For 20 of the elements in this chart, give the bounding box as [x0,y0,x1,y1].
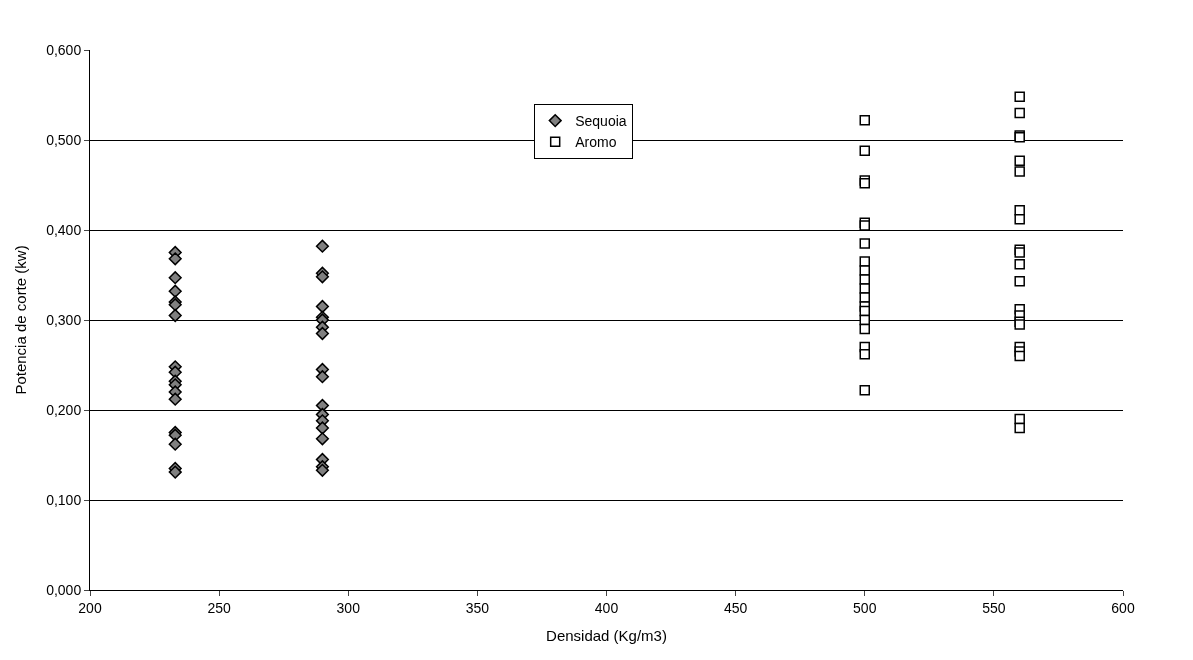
y-tick-label: 0,500 [46,131,82,148]
y-tick-label: 0,100 [46,491,82,508]
x-axis-title: Densidad (Kg/m3) [546,626,667,644]
x-tick-label: 200 [78,599,102,616]
y-tick-label: 0,400 [46,221,82,238]
x-tick-label: 300 [336,599,361,616]
x-tick-label: 600 [1111,599,1135,616]
y-tick-label: 0,200 [46,401,82,418]
y-axis-title: Potencia de corte (kw) [12,245,30,395]
legend-label: Aromo [575,134,617,151]
x-tick-label: 400 [594,599,619,616]
x-tick-label: 450 [723,599,748,616]
y-tick-label: 0,600 [46,41,82,58]
x-tick-label: 500 [853,599,877,616]
y-tick-label: 0,000 [46,581,82,598]
x-tick-label: 350 [465,599,490,616]
x-tick-label: 550 [982,599,1006,616]
x-tick-label: 250 [207,599,232,616]
legend-label: Sequoia [575,113,627,130]
y-tick-label: 0,300 [46,311,82,328]
